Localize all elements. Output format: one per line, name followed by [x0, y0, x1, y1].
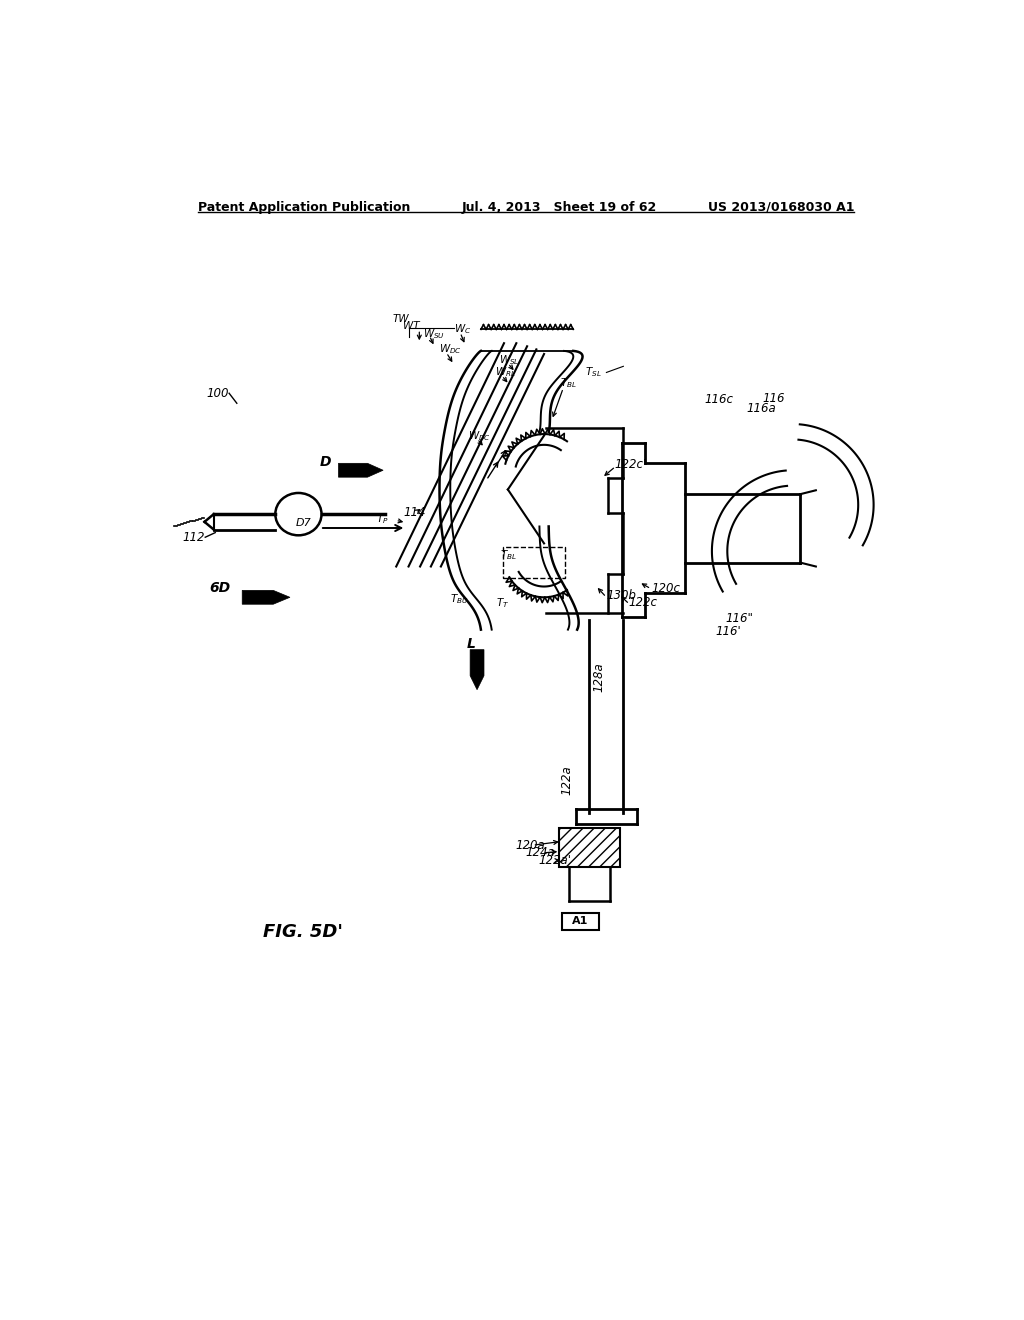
Text: T$_{BU}$: T$_{BU}$	[451, 591, 469, 606]
Text: US 2013/0168030 A1: US 2013/0168030 A1	[708, 201, 854, 214]
Text: 100: 100	[207, 387, 229, 400]
Text: A1: A1	[572, 916, 589, 927]
Bar	[562, 913, 599, 929]
Text: 116c: 116c	[705, 393, 733, 407]
Text: 130b: 130b	[606, 589, 637, 602]
Text: W$_{SL}$: W$_{SL}$	[499, 354, 519, 367]
Text: Patent Application Publication: Patent Application Publication	[199, 201, 411, 214]
Text: 116: 116	[762, 392, 784, 405]
Text: 122c': 122c'	[614, 458, 646, 471]
Text: 122c: 122c	[629, 597, 657, 610]
Text: 124a: 124a	[525, 846, 555, 859]
Text: W$_C$: W$_C$	[454, 322, 471, 337]
Text: 120a: 120a	[515, 838, 546, 851]
Bar	[503, 548, 565, 578]
Polygon shape	[470, 649, 484, 689]
Text: 128a: 128a	[593, 663, 605, 693]
Text: W$_{SU}$: W$_{SU}$	[423, 327, 445, 341]
Text: T$_{SL}$: T$_{SL}$	[585, 364, 601, 379]
Text: 6D: 6D	[210, 581, 230, 595]
Text: T$_T$: T$_T$	[496, 595, 509, 610]
Text: W$_{DC}$: W$_{DC}$	[438, 342, 462, 356]
Text: 116": 116"	[726, 612, 754, 626]
Text: W$_{RL}$: W$_{RL}$	[495, 366, 516, 379]
Text: L: L	[467, 636, 475, 651]
Polygon shape	[243, 590, 290, 605]
Text: T$_P$: T$_P$	[377, 512, 389, 525]
Text: FIG. 5D': FIG. 5D'	[263, 923, 343, 941]
Text: 116': 116'	[716, 624, 741, 638]
Bar	[559, 829, 621, 867]
Text: TW: TW	[392, 314, 409, 323]
Text: 112: 112	[182, 531, 205, 544]
Text: D: D	[319, 455, 331, 469]
Text: T$_{BL}$: T$_{BL}$	[500, 548, 517, 562]
Text: 114: 114	[403, 506, 426, 519]
Text: W$_{DC}$: W$_{DC}$	[468, 429, 490, 442]
Text: D7: D7	[296, 519, 311, 528]
Text: 120c: 120c	[651, 582, 680, 594]
Text: 122a': 122a'	[539, 854, 571, 867]
Polygon shape	[339, 463, 383, 478]
Text: Jul. 4, 2013   Sheet 19 of 62: Jul. 4, 2013 Sheet 19 of 62	[462, 201, 657, 214]
Text: 122a: 122a	[560, 764, 573, 795]
Text: WT: WT	[403, 321, 420, 331]
Text: 116a: 116a	[746, 403, 776, 416]
Text: T$_{BL}$: T$_{BL}$	[560, 376, 578, 391]
